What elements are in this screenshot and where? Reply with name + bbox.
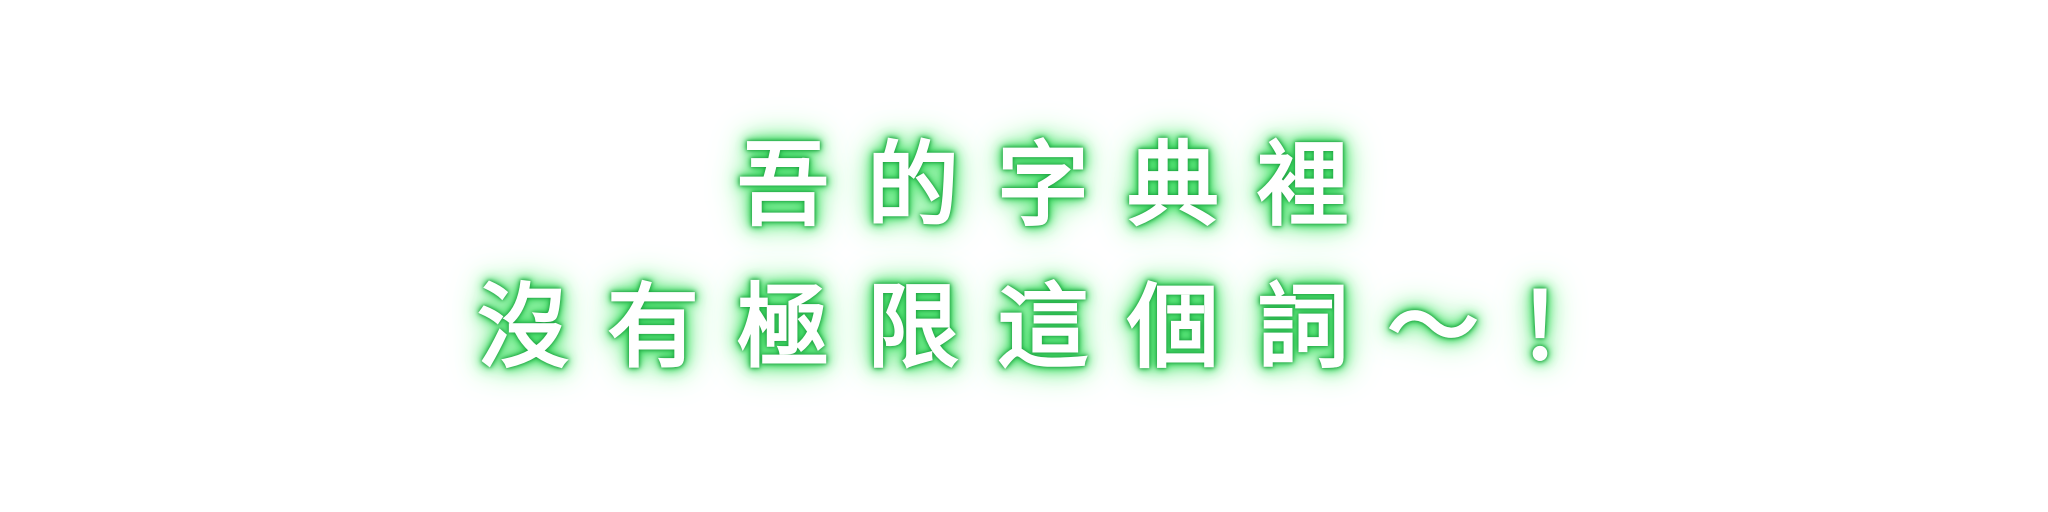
caption-line-2: 沒有極限這個詞～！ bbox=[476, 274, 1647, 381]
caption-line-1: 吾的字典裡 bbox=[736, 132, 1387, 239]
